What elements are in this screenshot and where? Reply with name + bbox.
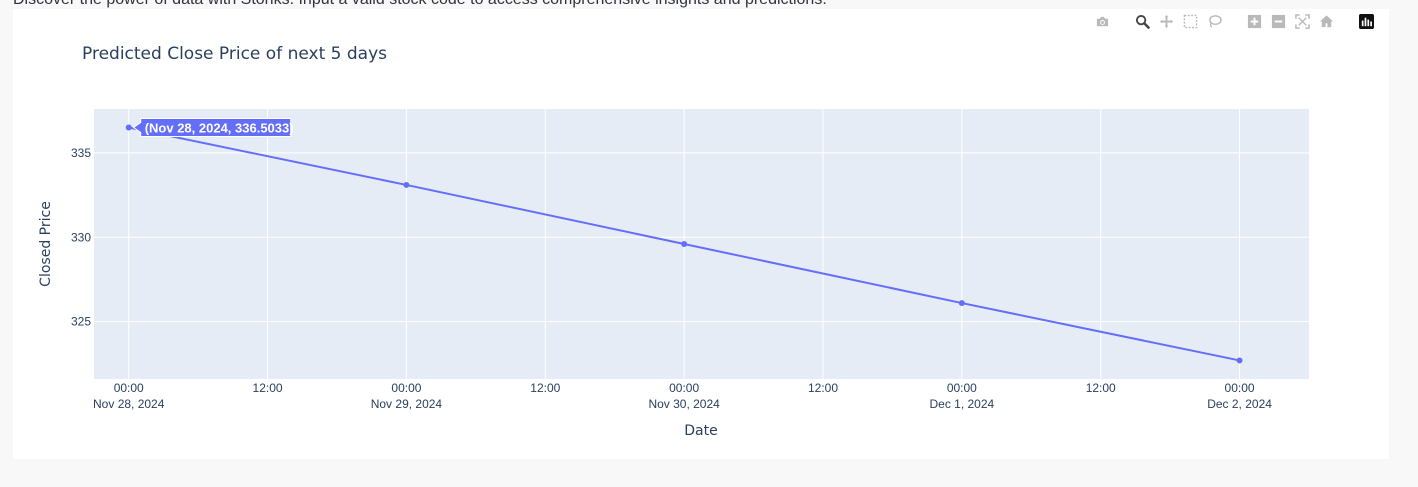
- x-tick-label: 12:00: [253, 381, 283, 395]
- plotly-logo-link[interactable]: [1358, 13, 1374, 29]
- y-tick-label: 335: [71, 146, 91, 160]
- pan-icon: [1159, 14, 1173, 28]
- x-axis-ticks: 00:00 Nov 28, 2024 12:00 00:00 Nov 29, 2024 1…: [93, 381, 1272, 411]
- intro-text: Discover the power of data with Stonks. …: [13, 0, 827, 9]
- x-tick-date-label: Dec 1, 2024: [929, 397, 994, 411]
- x-tick-label: 00:00: [947, 381, 977, 395]
- gridlines: [94, 109, 1309, 379]
- y-axis-ticks: 325 330 335: [71, 146, 91, 329]
- zoom-button[interactable]: [1134, 13, 1150, 29]
- x-tick-label: 12:00: [530, 381, 560, 395]
- x-tick-label: 00:00: [114, 381, 144, 395]
- y-axis-title: Closed Price: [38, 201, 54, 287]
- box-select-button[interactable]: [1182, 13, 1198, 29]
- box-select-icon: [1183, 14, 1197, 28]
- lasso-select-button[interactable]: [1206, 13, 1222, 29]
- x-tick-label: 12:00: [808, 381, 838, 395]
- home-icon: [1319, 14, 1333, 27]
- chart-card: Predicted Close Price of next 5 days 325…: [13, 9, 1389, 459]
- data-point: [403, 181, 410, 188]
- x-tick-label: 12:00: [1086, 381, 1116, 395]
- x-axis-title: Date: [684, 423, 717, 439]
- x-tick-date-label: Nov 28, 2024: [93, 397, 165, 411]
- download-plot-button[interactable]: [1094, 13, 1110, 29]
- hover-label-box: [132, 118, 292, 138]
- zoom-in-icon: [1247, 14, 1261, 28]
- zoom-out-button[interactable]: [1270, 13, 1286, 29]
- series-layer: [125, 124, 1243, 364]
- x-tick-label: 00:00: [669, 381, 699, 395]
- chart-title: Predicted Close Price of next 5 days: [82, 44, 387, 64]
- autoscale-button[interactable]: [1294, 13, 1310, 29]
- zoom-out-icon: [1271, 14, 1285, 28]
- plot-area[interactable]: [94, 109, 1309, 379]
- line-chart[interactable]: Predicted Close Price of next 5 days 325…: [13, 9, 1389, 459]
- data-point: [1236, 357, 1243, 364]
- data-point: [958, 300, 965, 307]
- plotly-logo-icon: [1358, 13, 1374, 29]
- modebar: [1094, 13, 1374, 29]
- zoom-in-button[interactable]: [1246, 13, 1262, 29]
- reset-axes-button[interactable]: [1318, 13, 1334, 29]
- hover-label-text: (Nov 28, 2024, 336.5033): [145, 121, 294, 136]
- lasso-icon: [1208, 14, 1222, 28]
- x-tick-label: 00:00: [1225, 381, 1255, 395]
- y-tick-label: 325: [71, 315, 91, 329]
- camera-icon: [1096, 16, 1108, 26]
- hover-tooltip: (Nov 28, 2024, 336.5033): [132, 118, 294, 138]
- y-tick-label: 330: [71, 230, 91, 244]
- data-point: [681, 241, 688, 247]
- autoscale-icon: [1294, 13, 1310, 29]
- pan-button[interactable]: [1158, 13, 1174, 29]
- x-tick-date-label: Dec 2, 2024: [1207, 397, 1272, 411]
- zoom-icon: [1135, 14, 1150, 29]
- data-point: [125, 124, 132, 131]
- x-tick-date-label: Nov 30, 2024: [648, 397, 720, 411]
- x-tick-label: 00:00: [391, 381, 421, 395]
- x-tick-date-label: Nov 29, 2024: [371, 397, 443, 411]
